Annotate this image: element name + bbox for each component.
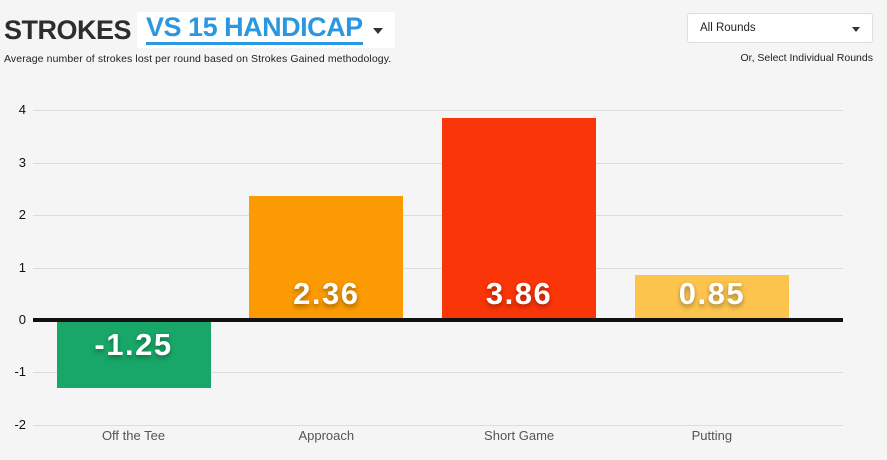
bar-putting[interactable] xyxy=(634,275,789,320)
chart-subtitle: Average number of strokes lost per round… xyxy=(4,53,392,65)
chevron-down-icon xyxy=(372,28,383,34)
select-individual-rounds-link[interactable]: Or, Select Individual Rounds xyxy=(740,52,874,64)
x-axis-label-approach: Approach xyxy=(298,428,355,443)
y-axis-tick-2: 2 xyxy=(18,207,26,223)
chevron-down-icon xyxy=(852,26,860,32)
rounds-filter: All Rounds Or, Select Individual Rounds xyxy=(687,13,873,66)
page-title: STROKES VS 15 HANDICAP xyxy=(4,12,395,48)
x-axis-label-short-game: Short Game xyxy=(484,428,555,443)
gridline-y-2 xyxy=(33,424,843,426)
title-strokes-label: STROKES xyxy=(4,15,132,45)
rounds-filter-select[interactable]: All Rounds xyxy=(687,13,873,43)
rounds-filter-selected-value: All Rounds xyxy=(700,22,756,34)
handicap-comparison-label: VS 15 HANDICAP xyxy=(146,13,363,45)
bar-value-off-the-tee: -1.25 xyxy=(94,327,173,362)
strokes-bar-chart: 4 3 2 1 0 -1 -2 -1.25 Off the Tee 2.36 Approach 3.8… xyxy=(0,95,887,455)
y-axis-tick--2: -2 xyxy=(14,416,26,432)
y-axis-tick-4: 4 xyxy=(18,102,26,118)
y-axis-tick-3: 3 xyxy=(18,154,26,170)
gridline-y-1 xyxy=(33,372,843,374)
gridline-y3 xyxy=(33,162,843,164)
y-axis-tick-1: 1 xyxy=(18,259,26,275)
bar-off-the-tee[interactable] xyxy=(56,322,211,388)
bar-approach[interactable] xyxy=(249,196,404,320)
bar-value-approach: 2.36 xyxy=(293,276,360,311)
gridline-y1 xyxy=(33,267,843,269)
gridline-y2 xyxy=(33,215,843,217)
zero-baseline xyxy=(33,318,843,322)
bar-value-putting: 0.85 xyxy=(678,276,746,311)
gridline-y4 xyxy=(33,110,843,112)
bar-short-game[interactable] xyxy=(442,117,597,320)
x-axis-label-off-the-tee: Off the Tee xyxy=(101,428,166,443)
bar-value-short-game: 3.86 xyxy=(485,276,553,311)
handicap-comparison-dropdown[interactable]: VS 15 HANDICAP xyxy=(137,12,395,48)
x-axis-label-putting: Putting xyxy=(691,428,733,443)
y-axis-tick-0: 0 xyxy=(18,312,26,327)
y-axis-tick--1: -1 xyxy=(14,364,26,380)
